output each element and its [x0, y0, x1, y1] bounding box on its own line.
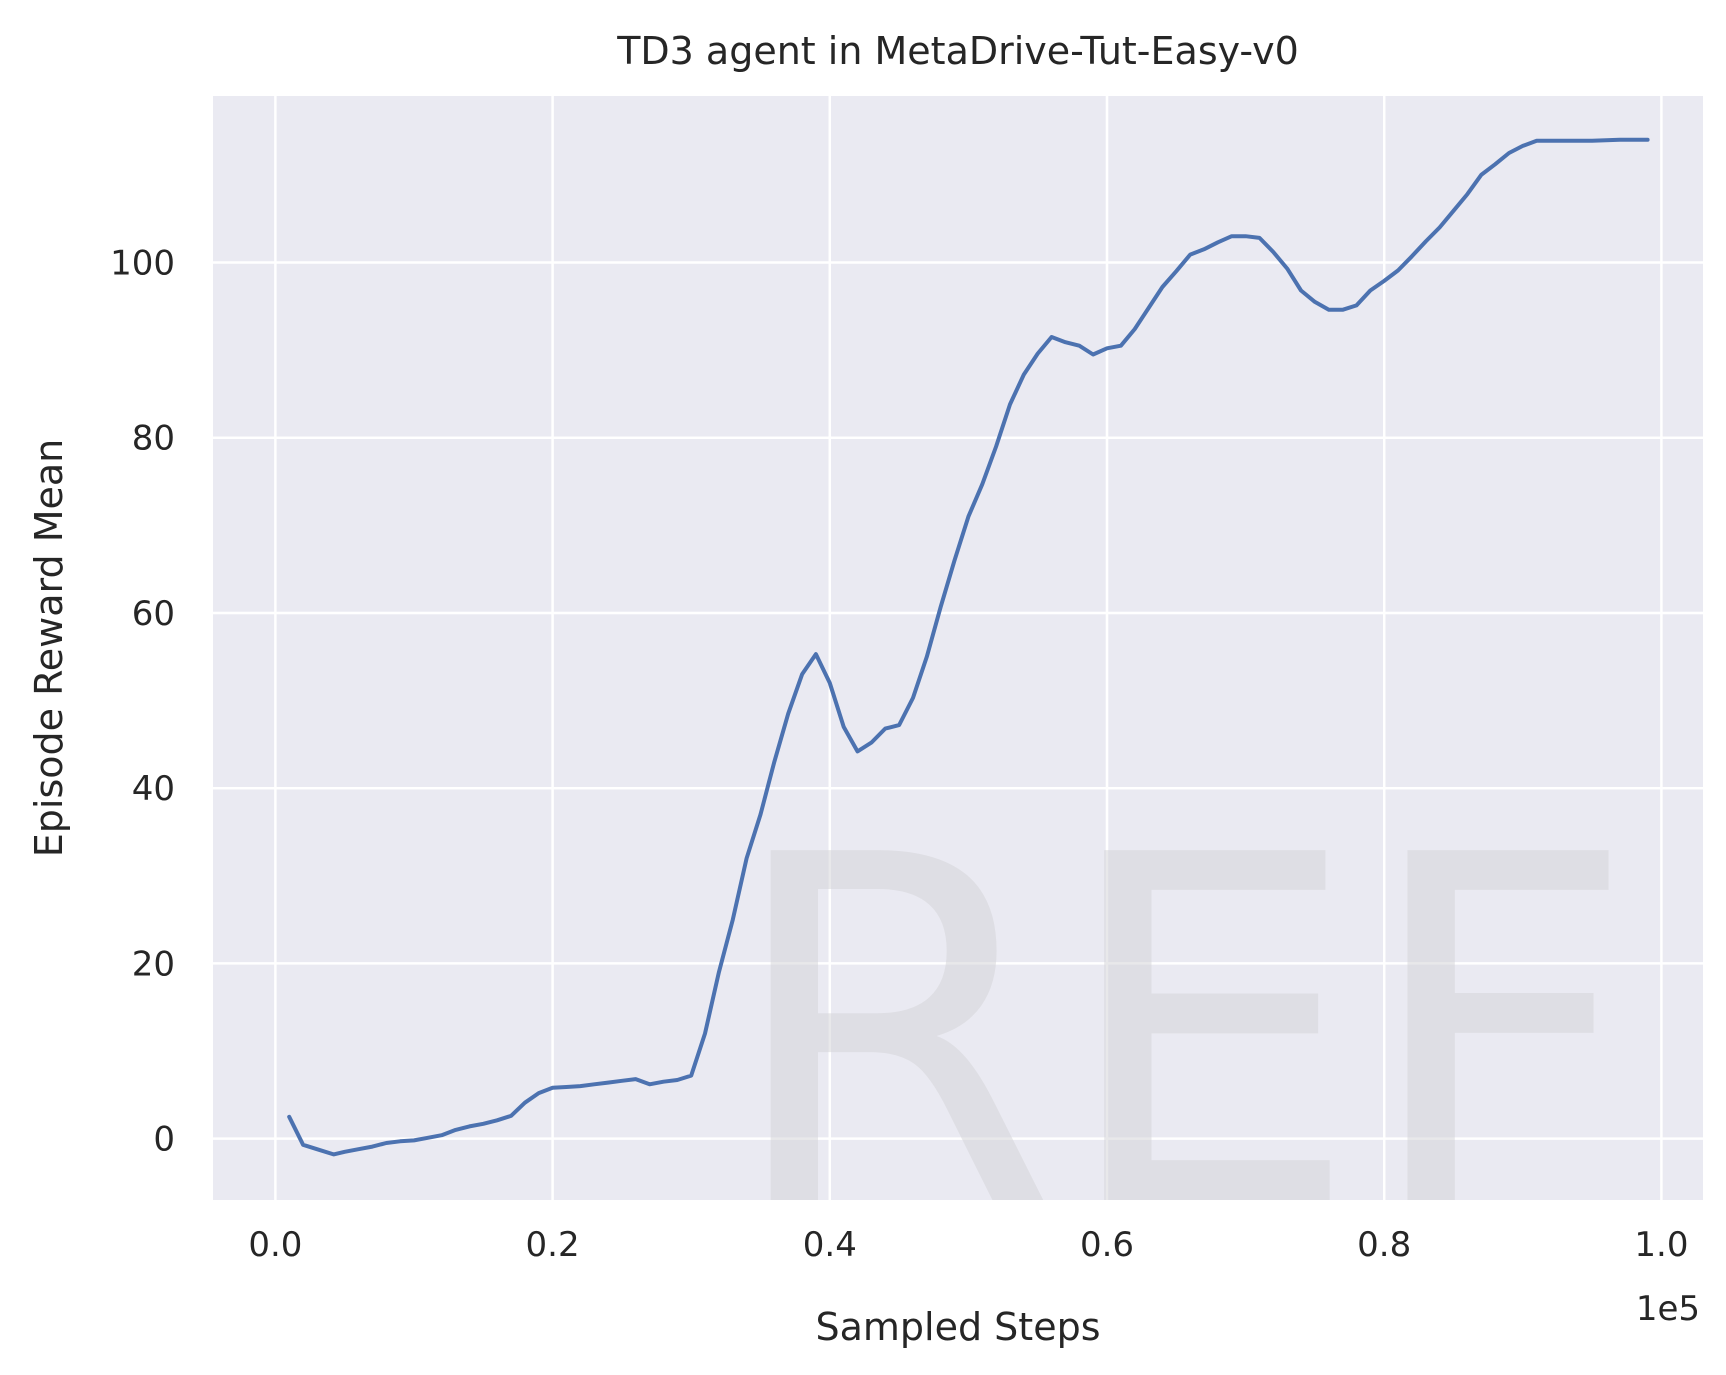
- x-tick-labels: 0.0 0.2 0.4 0.6 0.8 1.0: [248, 1225, 1688, 1265]
- y-tick-label: 0: [153, 1120, 175, 1160]
- y-tick-label: 60: [132, 594, 175, 634]
- x-tick-label: 0.8: [1357, 1225, 1411, 1265]
- chart-title: TD3 agent in MetaDrive-Tut-Easy-v0: [616, 29, 1299, 73]
- x-tick-label: 0.0: [248, 1225, 302, 1265]
- watermark-text: REF: [724, 755, 1637, 1314]
- x-axis-multiplier: 1e5: [1636, 1289, 1700, 1329]
- y-tick-labels: 0 20 40 60 80 100: [110, 243, 175, 1159]
- x-axis-label: Sampled Steps: [816, 1305, 1101, 1349]
- series-line: [287, 137, 1650, 1157]
- gridlines: [213, 96, 1703, 1200]
- plot-area: [213, 96, 1703, 1200]
- x-tick-label: 0.2: [526, 1225, 580, 1265]
- x-tick-label: 0.6: [1080, 1225, 1134, 1265]
- y-tick-label: 100: [110, 243, 175, 283]
- y-tick-label: 20: [132, 944, 175, 984]
- y-tick-label: 80: [132, 419, 175, 459]
- y-axis-label: Episode Reward Mean: [27, 439, 71, 857]
- x-tick-label: 1.0: [1634, 1225, 1688, 1265]
- x-tick-label: 0.4: [803, 1225, 857, 1265]
- y-tick-label: 40: [132, 769, 175, 809]
